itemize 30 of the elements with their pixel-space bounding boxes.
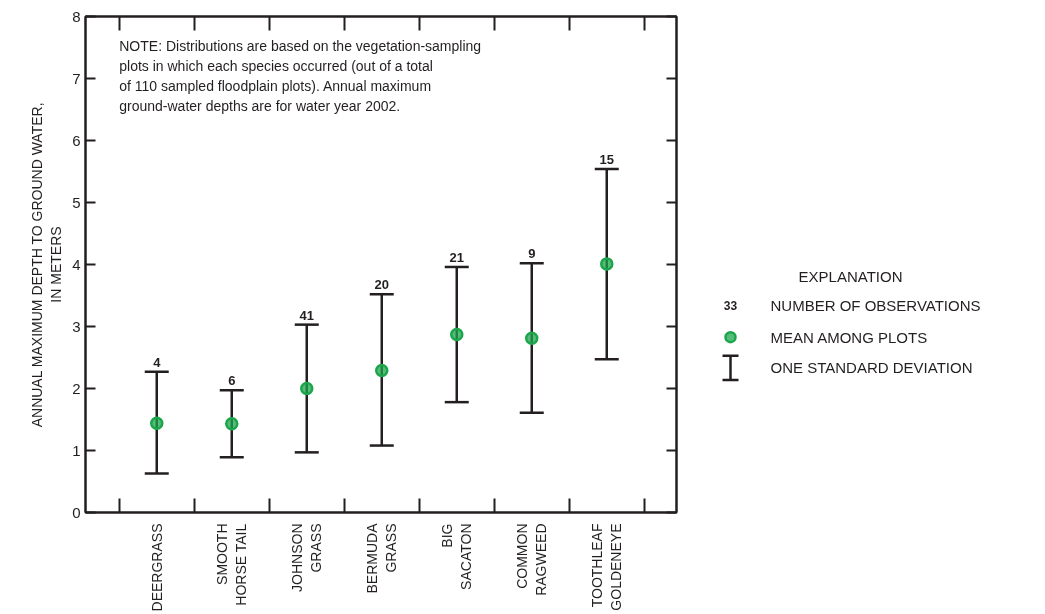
y-tick-label: 7 bbox=[72, 69, 81, 87]
y-tick-label: 5 bbox=[72, 193, 81, 211]
annotation: 21 bbox=[449, 249, 464, 265]
y-tick-label: 1 bbox=[72, 441, 81, 459]
x-tick-label: COMMON RAGWEED bbox=[514, 523, 550, 596]
legend-title: EXPLANATION bbox=[798, 268, 903, 286]
y-tick-label: 6 bbox=[72, 131, 81, 149]
y-tick-label: 3 bbox=[72, 317, 81, 335]
annotation: 20 bbox=[374, 277, 389, 293]
y-tick-label: 0 bbox=[72, 503, 81, 521]
x-tick-label: DEERGRASS bbox=[148, 523, 165, 612]
x-tick-label: BIG SACATON bbox=[439, 523, 475, 590]
annotation: 9 bbox=[528, 246, 536, 262]
legend-label: MEAN AMONG PLOTS bbox=[770, 328, 928, 346]
annotation: 4 bbox=[153, 354, 162, 370]
annotation: 41 bbox=[299, 307, 314, 323]
x-tick-label: JOHNSON GRASS bbox=[289, 523, 325, 592]
x-tick-label: SMOOTH HORSE TAIL bbox=[214, 523, 250, 606]
annotation: NOTE: Distributions are based on the vegetation-sampling plots in which each species occurred (out of a total of 110 sampled floodplain plots). Annual maximum ground-water depths are for water year 2002. bbox=[119, 38, 482, 115]
text: ONE STANDARD DEVIATION bbox=[770, 358, 973, 376]
text: NUMBER OF OBSERVATIONS bbox=[770, 297, 981, 315]
y-tick-label: 8 bbox=[72, 7, 81, 25]
annotation: 6 bbox=[228, 373, 236, 389]
y-axis-title: ANNUAL MAXIMUM DEPTH TO GROUND WATER, IN METERS bbox=[28, 102, 65, 428]
x-tick-label: TOOTHLEAF GOLDENEYE bbox=[589, 523, 625, 611]
y-tick-label: 2 bbox=[72, 379, 81, 397]
text: 33 bbox=[723, 299, 738, 314]
y-tick-label: 4 bbox=[72, 255, 81, 273]
annotation: 15 bbox=[599, 152, 614, 168]
x-tick-label: BERMUDA GRASS bbox=[364, 522, 400, 594]
